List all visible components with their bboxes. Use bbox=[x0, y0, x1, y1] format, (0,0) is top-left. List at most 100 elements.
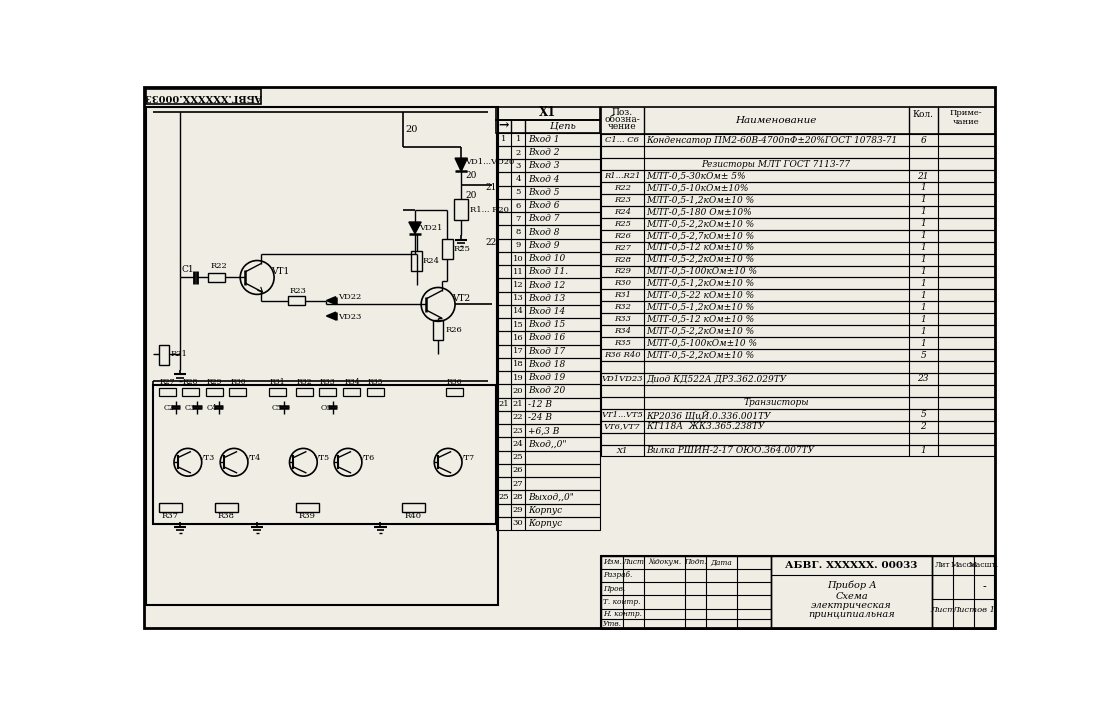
Text: МЛТ-0,5-100кОм±10 %: МЛТ-0,5-100кОм±10 % bbox=[645, 267, 757, 276]
Text: 28: 28 bbox=[513, 493, 523, 501]
Bar bbox=[496, 424, 600, 438]
Bar bbox=[296, 387, 312, 396]
Bar bbox=[496, 146, 600, 159]
Text: R34: R34 bbox=[344, 378, 360, 386]
Text: X1: X1 bbox=[617, 447, 628, 455]
Text: Пров.: Пров. bbox=[603, 585, 625, 593]
Bar bbox=[496, 358, 600, 371]
Text: 1: 1 bbox=[920, 195, 927, 205]
Text: R24: R24 bbox=[613, 208, 631, 216]
Text: 24: 24 bbox=[513, 440, 523, 448]
Text: МЛТ-0,5-2,2кОм±10 %: МЛТ-0,5-2,2кОм±10 % bbox=[645, 350, 754, 360]
Text: R31: R31 bbox=[270, 378, 286, 386]
Text: Конденсатор ПМ2-60В-4700пФ±20%ГОСТ 10783-71: Конденсатор ПМ2-60В-4700пФ±20%ГОСТ 10783… bbox=[645, 136, 898, 144]
Text: 1: 1 bbox=[920, 219, 927, 228]
Text: VD22: VD22 bbox=[338, 292, 361, 301]
Text: R23: R23 bbox=[613, 196, 631, 204]
Polygon shape bbox=[456, 158, 468, 171]
Text: Вход 6: Вход 6 bbox=[528, 201, 560, 210]
Bar bbox=[208, 273, 224, 282]
Text: R36 R40: R36 R40 bbox=[603, 351, 640, 359]
Bar bbox=[496, 464, 600, 477]
Text: МЛТ-0,5-10кОм±10%: МЛТ-0,5-10кОм±10% bbox=[645, 183, 749, 193]
Bar bbox=[288, 296, 304, 305]
Bar bbox=[496, 292, 600, 305]
Bar bbox=[411, 251, 422, 270]
Text: R29: R29 bbox=[207, 378, 222, 386]
Text: Лит: Лит bbox=[934, 561, 950, 569]
Text: 23: 23 bbox=[513, 427, 523, 435]
Text: C4: C4 bbox=[207, 404, 217, 411]
Text: МЛТ-0,5-100кОм±10 %: МЛТ-0,5-100кОм±10 % bbox=[645, 338, 757, 348]
Text: Вход 14: Вход 14 bbox=[528, 307, 565, 316]
Bar bbox=[601, 253, 994, 266]
Text: 16: 16 bbox=[513, 334, 523, 342]
Bar bbox=[230, 387, 247, 396]
Text: Транзисторы: Транзисторы bbox=[743, 399, 809, 407]
Text: R26: R26 bbox=[613, 232, 631, 240]
Text: Вход 19: Вход 19 bbox=[528, 373, 565, 382]
Text: 2: 2 bbox=[516, 149, 521, 156]
Bar bbox=[932, 556, 994, 629]
Bar bbox=[454, 199, 468, 220]
Text: 1: 1 bbox=[920, 232, 927, 240]
Text: 1: 1 bbox=[516, 135, 521, 143]
Text: Вход 17: Вход 17 bbox=[528, 347, 565, 355]
Bar bbox=[153, 385, 496, 524]
Bar bbox=[601, 182, 994, 194]
Bar bbox=[496, 120, 600, 132]
Text: -24 В: -24 В bbox=[528, 413, 552, 422]
Text: VT7: VT7 bbox=[458, 454, 474, 462]
Text: 27: 27 bbox=[513, 479, 523, 488]
Bar bbox=[368, 387, 384, 396]
Text: +6,3 В: +6,3 В bbox=[528, 426, 560, 435]
Bar bbox=[496, 212, 600, 225]
Text: R33: R33 bbox=[613, 315, 631, 324]
Bar bbox=[496, 477, 600, 490]
Text: VT1: VT1 bbox=[271, 267, 289, 276]
Bar bbox=[601, 106, 994, 135]
Text: Поз.: Поз. bbox=[611, 108, 632, 118]
Bar bbox=[601, 206, 994, 218]
Bar bbox=[206, 387, 222, 396]
Text: Подп.: Подп. bbox=[684, 559, 707, 566]
Bar bbox=[601, 229, 994, 241]
Text: 26: 26 bbox=[513, 467, 523, 474]
Text: 4: 4 bbox=[516, 175, 521, 183]
Text: R35: R35 bbox=[613, 339, 631, 347]
Text: МЛТ-0,5-2,2кОм±10 %: МЛТ-0,5-2,2кОм±10 % bbox=[645, 326, 754, 336]
Bar bbox=[496, 371, 600, 384]
Text: 1: 1 bbox=[920, 279, 927, 288]
Text: 1: 1 bbox=[920, 303, 927, 312]
Text: №докум.: №докум. bbox=[648, 559, 681, 566]
Text: R32: R32 bbox=[613, 303, 631, 312]
Bar bbox=[496, 278, 600, 292]
Text: -: - bbox=[982, 582, 985, 592]
Bar bbox=[601, 556, 771, 629]
Text: C5: C5 bbox=[272, 404, 282, 411]
Text: R28: R28 bbox=[613, 256, 631, 263]
Bar bbox=[601, 385, 994, 396]
Bar bbox=[601, 290, 994, 302]
Text: Лист: Лист bbox=[930, 606, 955, 614]
Text: Изм.: Изм. bbox=[602, 559, 621, 566]
Text: →: → bbox=[499, 119, 509, 132]
Bar bbox=[496, 503, 600, 517]
Bar bbox=[496, 411, 600, 424]
Text: 1: 1 bbox=[920, 183, 927, 193]
Text: МЛТ-0,5-22 кОм±10 %: МЛТ-0,5-22 кОм±10 % bbox=[645, 291, 754, 300]
Text: R35: R35 bbox=[368, 378, 383, 386]
Text: R25: R25 bbox=[613, 219, 631, 228]
Text: R30: R30 bbox=[613, 280, 631, 287]
Text: Выход,,0": Выход,,0" bbox=[528, 492, 574, 501]
Bar bbox=[601, 266, 994, 278]
Bar bbox=[496, 132, 600, 146]
Text: 1: 1 bbox=[501, 135, 507, 143]
Bar bbox=[496, 199, 600, 212]
Bar bbox=[601, 146, 994, 158]
Text: 17: 17 bbox=[513, 347, 523, 355]
Text: 1: 1 bbox=[920, 338, 927, 348]
Text: R23: R23 bbox=[290, 287, 307, 295]
Text: R37: R37 bbox=[162, 512, 179, 520]
Text: Вход 4: Вход 4 bbox=[528, 175, 560, 183]
